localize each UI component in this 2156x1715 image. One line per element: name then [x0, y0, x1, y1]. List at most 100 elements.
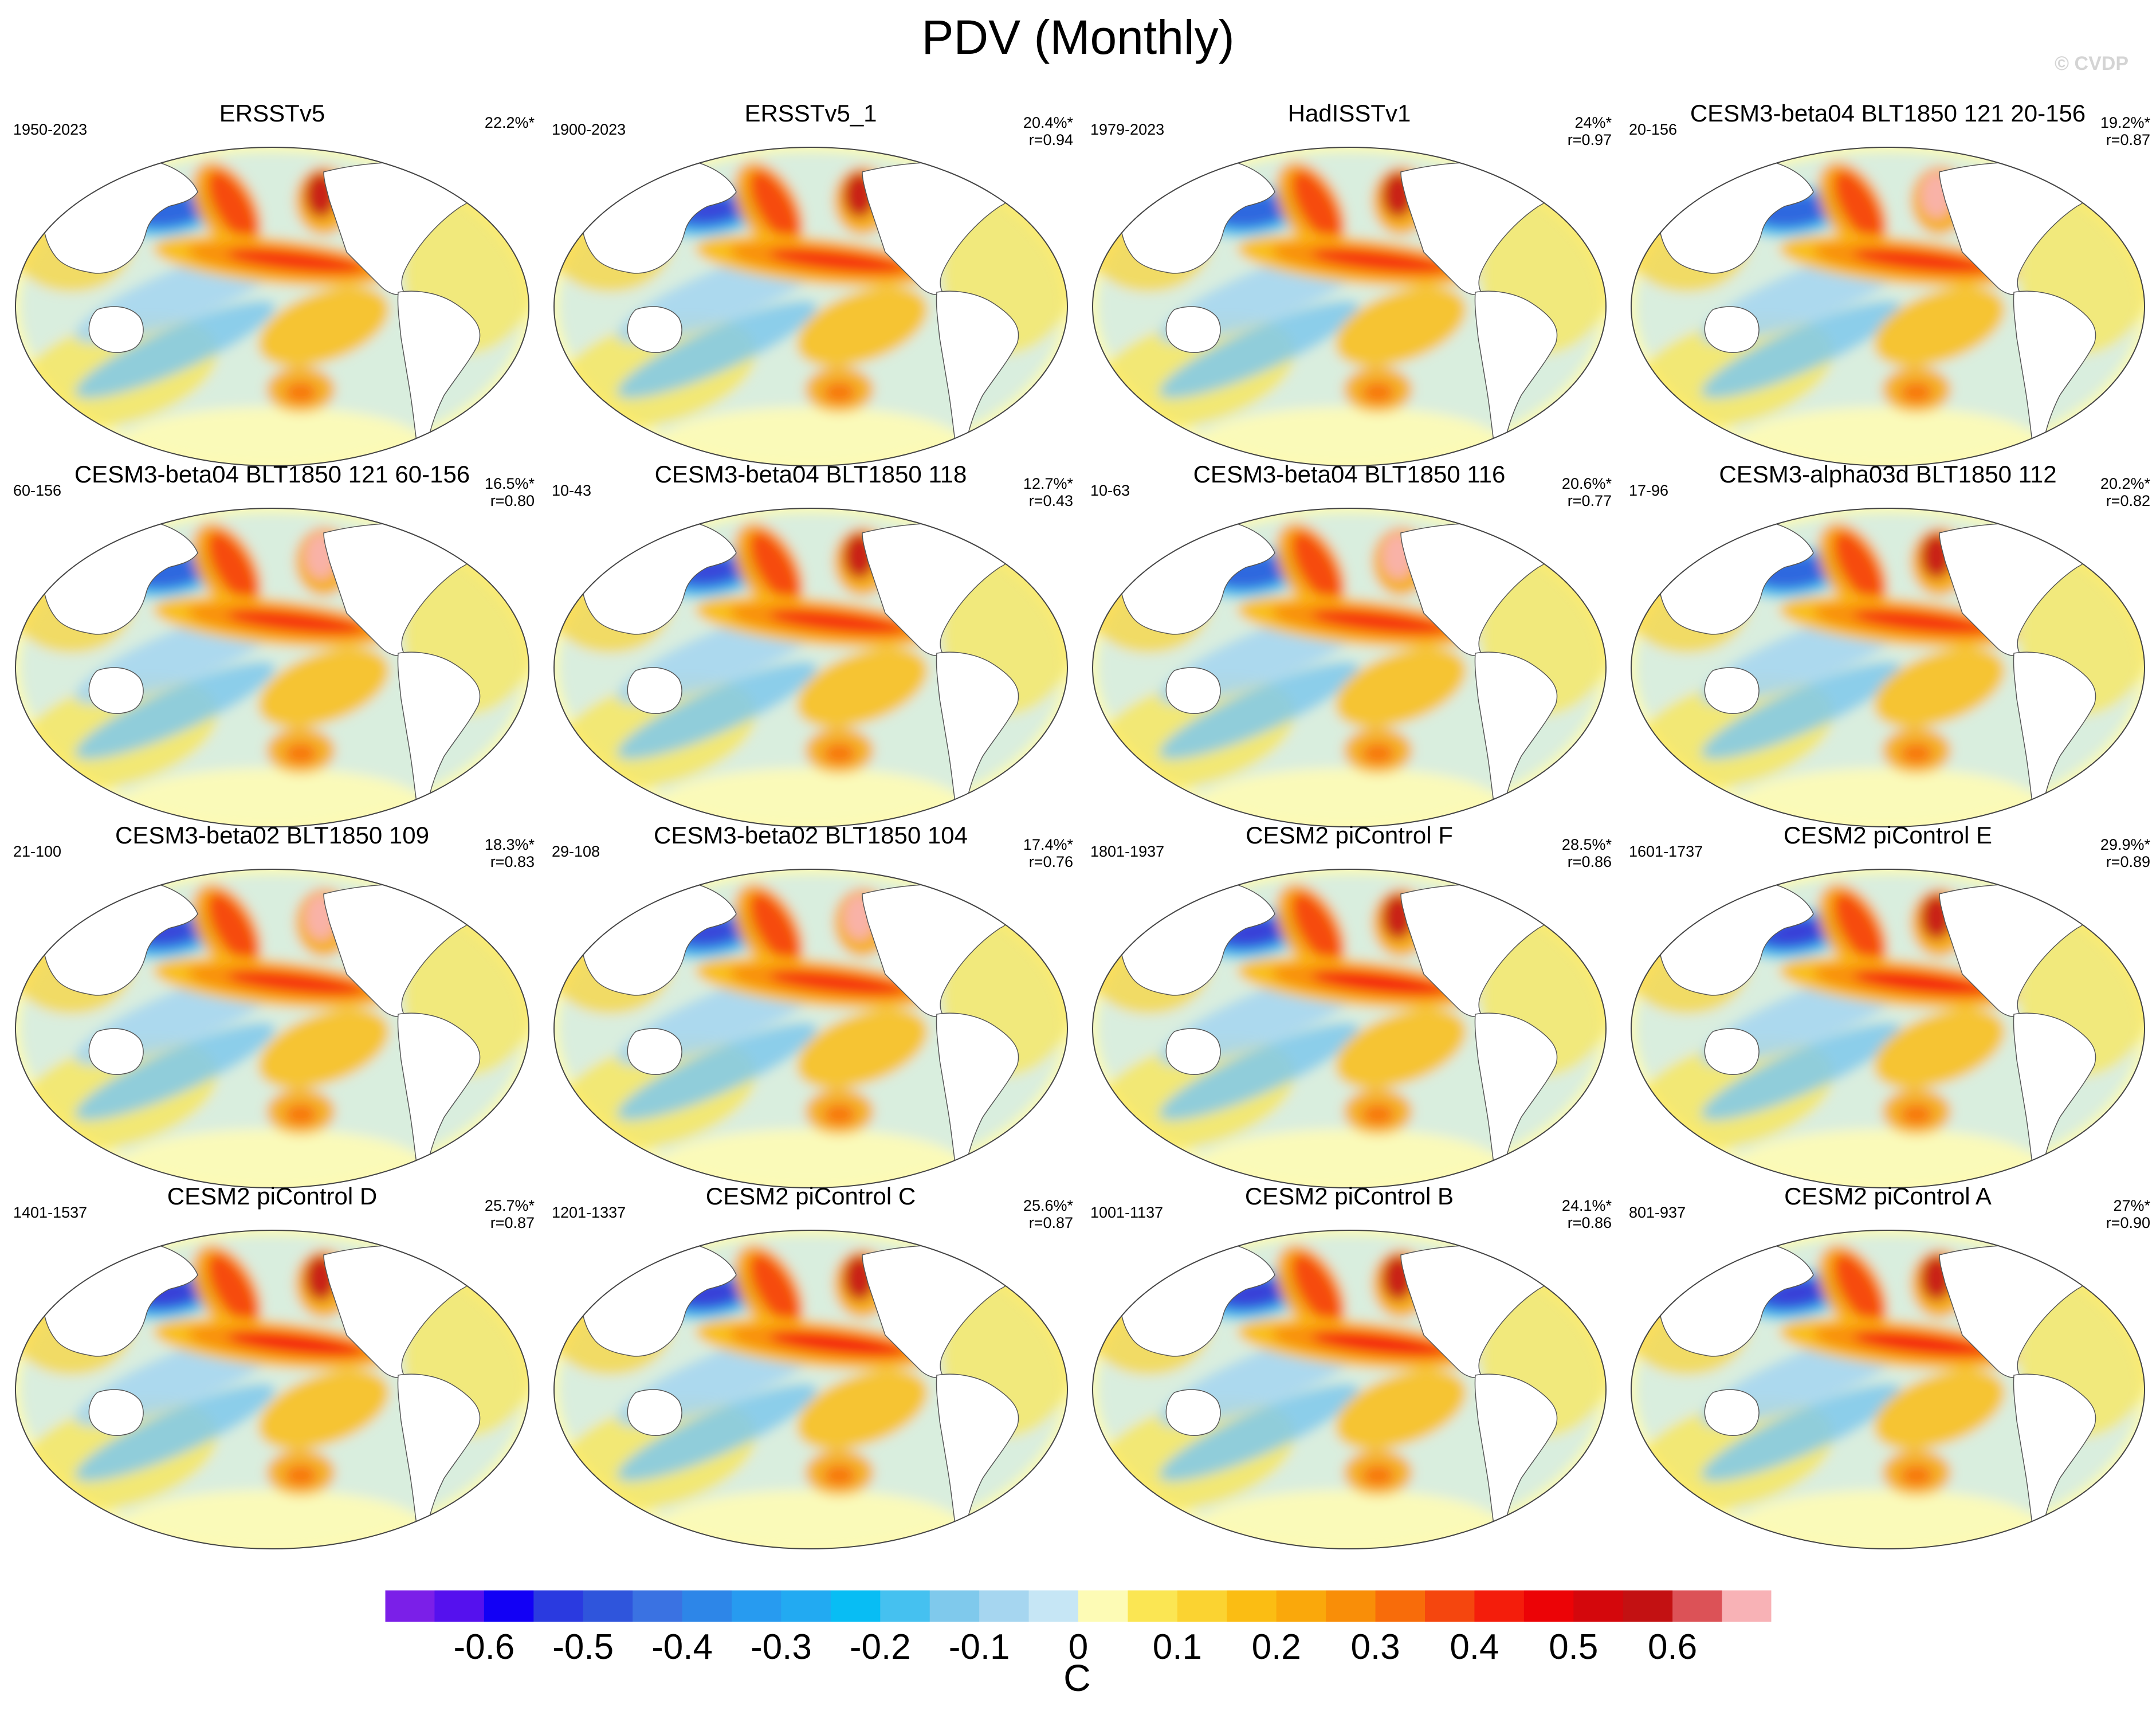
- watermark: © CVDP: [2055, 53, 2128, 74]
- land-australia: [1704, 1028, 1760, 1075]
- land-australia: [627, 667, 682, 714]
- panel-title: CESM3-beta04 BLT1850 116: [1193, 461, 1506, 488]
- land-australia: [1704, 306, 1760, 353]
- map-panel: HadISSTv1 1979-2023 24%* r=0.97: [1080, 97, 1619, 501]
- map-panel: CESM2 piControl A 801-937 27%* r=0.90: [1619, 1180, 2156, 1584]
- colorbar-box: [830, 1590, 881, 1622]
- panel-title: CESM3-alpha03d BLT1850 112: [1719, 461, 2057, 488]
- panel-title: CESM3-beta04 BLT1850 121 20-156: [1690, 100, 2086, 127]
- land-australia: [88, 667, 144, 714]
- map-panel: CESM3-beta02 BLT1850 104 29-108 17.4%* r=0.…: [541, 819, 1080, 1223]
- panel-years: 10-43: [552, 482, 592, 499]
- panel-pattern-correlation: r=0.86: [1567, 1214, 1612, 1231]
- map-panel: CESM3-beta04 BLT1850 116 10-63 20.6%* r=0.7…: [1080, 458, 1619, 862]
- panel-years: 1950-2023: [13, 121, 88, 138]
- panel-title: CESM2 piControl A: [1784, 1183, 1992, 1210]
- colorbar-box: [1078, 1590, 1128, 1622]
- panel-years: 29-108: [552, 843, 600, 860]
- panel-variance-explained: 20.4%*: [1023, 114, 1073, 131]
- panel-years: 17-96: [1629, 482, 1669, 499]
- panel-title: ERSSTv5: [219, 100, 325, 127]
- sst-pattern-map: [1092, 508, 1607, 827]
- colorbar-box: [385, 1590, 435, 1622]
- colorbar-box: [979, 1590, 1030, 1622]
- panel-years: 1601-1737: [1629, 843, 1703, 860]
- colorbar-box: [1375, 1590, 1425, 1622]
- colorbar-tick-label: 0.4: [1450, 1627, 1499, 1667]
- sst-pattern-map: [1092, 1230, 1607, 1549]
- panel-variance-explained: 22.2%*: [484, 114, 535, 131]
- colorbar-box: [1523, 1590, 1574, 1622]
- panel-years: 1900-2023: [552, 121, 626, 138]
- panel-variance-explained: 17.4%*: [1023, 836, 1073, 853]
- colorbar-units-label: C: [1063, 1657, 1091, 1699]
- colorbar-box: [1722, 1590, 1772, 1622]
- colorbar-box: [583, 1590, 633, 1622]
- map-panel: CESM2 piControl E 1601-1737 29.9%* r=0.89: [1619, 819, 2156, 1223]
- panel-variance-explained: 24%*: [1574, 114, 1612, 131]
- sst-pattern-map: [15, 869, 529, 1188]
- land-australia: [88, 306, 144, 353]
- panel-pattern-correlation: r=0.76: [1028, 853, 1073, 870]
- panel-pattern-correlation: r=0.97: [1567, 131, 1612, 148]
- panel-years: 1801-1937: [1090, 843, 1165, 860]
- colorbar-box: [929, 1590, 980, 1622]
- colorbar-box: [434, 1590, 485, 1622]
- land-australia: [1704, 667, 1760, 714]
- panel-variance-explained: 16.5%*: [484, 475, 535, 492]
- panel-title: CESM2 piControl B: [1244, 1183, 1454, 1210]
- colorbar-tick-label: -0.1: [949, 1627, 1010, 1667]
- panel-pattern-correlation: r=0.80: [490, 492, 535, 509]
- sst-pattern-map: [15, 1230, 529, 1549]
- land-australia: [1165, 1389, 1221, 1436]
- panel-title: CESM3-beta04 BLT1850 121 60-156: [74, 461, 470, 488]
- colorbar-box: [880, 1590, 930, 1622]
- sst-pattern-map: [1631, 1230, 2145, 1549]
- panel-variance-explained: 20.6%*: [1561, 475, 1612, 492]
- panel-pattern-correlation: r=0.86: [1567, 853, 1612, 870]
- panel-pattern-correlation: r=0.94: [1028, 131, 1073, 148]
- land-australia: [1165, 1028, 1221, 1075]
- panel-pattern-correlation: r=0.89: [2106, 853, 2150, 870]
- colorbar-box: [484, 1590, 534, 1622]
- land-australia: [1165, 667, 1221, 714]
- colorbar-tick-label: -0.4: [651, 1627, 713, 1667]
- panel-title: CESM2 piControl E: [1783, 822, 1993, 849]
- sst-pattern-map: [1631, 869, 2145, 1188]
- panel-variance-explained: 28.5%*: [1561, 836, 1612, 853]
- colorbar-box: [1326, 1590, 1376, 1622]
- panel-title: CESM2 piControl C: [705, 1183, 916, 1210]
- panel-pattern-correlation: r=0.90: [2106, 1214, 2150, 1231]
- colorbar-box: [1573, 1590, 1624, 1622]
- land-australia: [627, 306, 682, 353]
- panel-pattern-correlation: r=0.87: [490, 1214, 535, 1231]
- panel-pattern-correlation: r=0.87: [1028, 1214, 1073, 1231]
- panel-variance-explained: 24.1%*: [1561, 1197, 1612, 1214]
- colorbar-tick-label: 0.3: [1350, 1627, 1400, 1667]
- panel-variance-explained: 19.2%*: [2100, 114, 2150, 131]
- map-panel: CESM3-beta02 BLT1850 109 21-100 18.3%* r=0.…: [3, 819, 541, 1223]
- colorbar-tick-label: -0.3: [751, 1627, 812, 1667]
- map-panel: CESM3-beta04 BLT1850 121 60-156 60-156 16.…: [3, 458, 541, 862]
- colorbar-box: [1227, 1590, 1277, 1622]
- panel-title: CESM3-beta02 BLT1850 104: [654, 822, 968, 849]
- sst-pattern-map: [1631, 508, 2145, 827]
- panel-variance-explained: 25.6%*: [1023, 1197, 1073, 1214]
- panel-pattern-correlation: r=0.43: [1028, 492, 1073, 509]
- colorbar-box: [1425, 1590, 1475, 1622]
- panel-years: 801-937: [1629, 1204, 1686, 1221]
- panel-variance-explained: 25.7%*: [484, 1197, 535, 1214]
- map-panel: CESM3-beta04 BLT1850 118 10-43 12.7%* r=0.4…: [541, 458, 1080, 862]
- panel-title: CESM2 piControl D: [167, 1183, 378, 1210]
- colorbar-box: [533, 1590, 584, 1622]
- panel-years: 10-63: [1090, 482, 1130, 499]
- panel-years: 1201-1337: [552, 1204, 626, 1221]
- colorbar-box: [1276, 1590, 1326, 1622]
- land-australia: [627, 1028, 682, 1075]
- colorbar-box: [781, 1590, 831, 1622]
- map-panel: CESM2 piControl F 1801-1937 28.5%* r=0.86: [1080, 819, 1619, 1223]
- map-panel: ERSSTv5_1 1900-2023 20.4%* r=0.94: [541, 97, 1080, 501]
- panel-title: HadISSTv1: [1287, 100, 1411, 127]
- panel-years: 1401-1537: [13, 1204, 88, 1221]
